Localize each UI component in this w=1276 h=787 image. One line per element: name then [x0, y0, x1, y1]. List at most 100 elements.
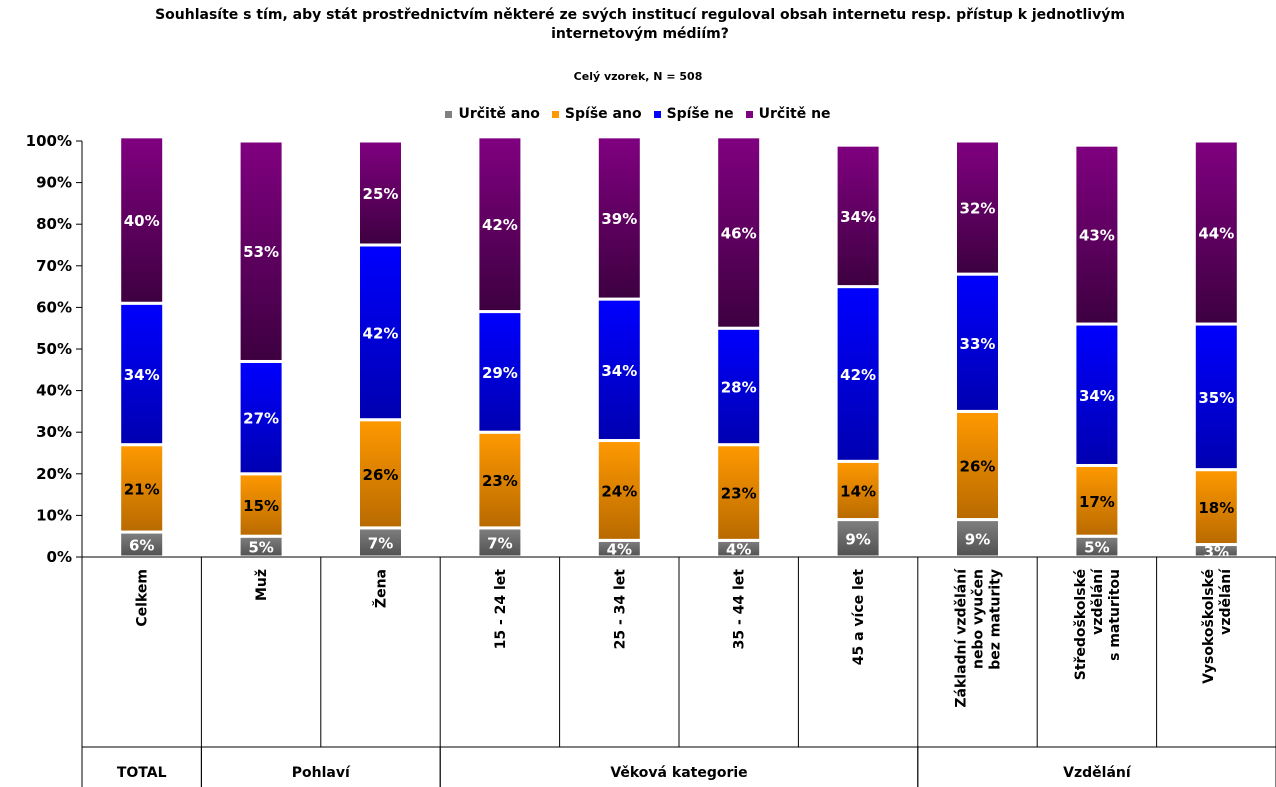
bar-segment [357, 526, 404, 559]
data-label: 42% [840, 366, 876, 384]
data-label: 27% [243, 410, 279, 428]
data-label: 15% [243, 497, 279, 515]
legend-swatch [551, 110, 559, 118]
bar-segment [1192, 139, 1240, 326]
bar-segment [954, 139, 1001, 276]
data-label: 40% [124, 212, 160, 230]
group-label: TOTAL [117, 765, 167, 781]
data-label: 34% [840, 208, 876, 226]
data-label: 42% [363, 324, 399, 342]
category-label: 45 a více let [851, 569, 867, 666]
bar-segment [237, 472, 285, 538]
data-label: 4% [607, 541, 632, 559]
y-tick-label: 30% [36, 423, 72, 441]
category-label: Vysokoškolské [1201, 569, 1217, 684]
bar-segment [834, 459, 882, 522]
legend-swatch [445, 110, 453, 118]
data-label: 5% [248, 539, 273, 557]
bar-segment [715, 326, 763, 447]
data-label: 34% [1079, 387, 1115, 405]
y-tick-label: 80% [36, 215, 72, 233]
bar-segment [357, 418, 404, 530]
legend-swatch [653, 110, 661, 118]
category-label: 15 - 24 let [493, 569, 509, 650]
data-label: 24% [601, 482, 637, 500]
bar-segment [1192, 322, 1240, 472]
category-label: s maturitou [1107, 569, 1123, 661]
data-label: 33% [960, 335, 996, 353]
legend-item: Spíše ne [653, 106, 734, 122]
y-tick-label: 50% [36, 340, 72, 358]
chart-title: Souhlasíte s tím, aby stát prostřednictv… [155, 7, 1125, 42]
category-label: vzdělání [1218, 568, 1234, 635]
y-tick-label: 40% [36, 382, 72, 400]
bar-segment [595, 135, 643, 301]
data-label: 4% [726, 541, 751, 559]
category-label: 25 - 34 let [612, 569, 628, 650]
bar-segment [357, 139, 404, 247]
data-label: 26% [960, 457, 996, 475]
bar-segment [834, 143, 882, 289]
data-label: 9% [965, 530, 990, 548]
bar-segment [237, 139, 285, 363]
legend-label: Určitě ne [758, 106, 831, 122]
chart-subtitle: Celý vzorek, N = 508 [573, 70, 703, 83]
group-label: Vzdělání [1063, 765, 1132, 781]
data-label: 18% [1198, 499, 1234, 517]
data-label: 23% [482, 472, 518, 490]
y-tick-label: 0% [47, 548, 72, 566]
legend-item: Spíše ano [551, 106, 642, 122]
data-label: 5% [1084, 539, 1109, 557]
data-label: 25% [363, 185, 399, 203]
category-label: nebo vyučen [971, 569, 987, 669]
data-label: 28% [721, 378, 757, 396]
data-label: 21% [124, 480, 160, 498]
category-label: vzdělání [1090, 568, 1106, 635]
y-tick-label: 60% [36, 298, 72, 316]
bar-segment [1073, 463, 1121, 538]
category-label: Muž [254, 569, 270, 601]
data-label: 35% [1198, 389, 1234, 407]
data-label: 6% [129, 537, 154, 555]
data-label: 3% [1204, 543, 1229, 561]
data-label: 42% [482, 216, 518, 234]
bar-segment [1073, 143, 1121, 326]
bar-segment [118, 301, 166, 447]
data-label: 46% [721, 225, 757, 243]
bar-segment [476, 135, 524, 314]
category-label: Základní vzdělání [954, 568, 970, 708]
y-tick-label: 10% [36, 506, 72, 524]
category-label: Celkem [135, 569, 151, 627]
data-label: 53% [243, 243, 279, 261]
data-label: 7% [487, 534, 512, 552]
y-tick-label: 20% [36, 465, 72, 483]
category-label: 35 - 44 let [732, 569, 748, 650]
data-label: 23% [721, 485, 757, 503]
data-label: 26% [363, 466, 399, 484]
category-label: bez maturity [988, 569, 1004, 670]
group-label: Pohlaví [292, 765, 351, 781]
data-label: 14% [840, 482, 876, 500]
bar-segment [357, 243, 404, 422]
y-tick-label: 90% [36, 174, 72, 192]
legend-item: Určitě ne [745, 106, 831, 122]
data-label: 29% [482, 364, 518, 382]
data-label: 32% [960, 200, 996, 218]
data-label: 39% [601, 210, 637, 228]
category-label: Středoškolské [1073, 569, 1089, 680]
y-tick-label: 70% [36, 257, 72, 275]
data-label: 34% [601, 362, 637, 380]
data-label: 7% [368, 534, 393, 552]
legend-swatch [745, 110, 753, 118]
data-label: 17% [1079, 493, 1115, 511]
data-label: 43% [1079, 227, 1115, 245]
legend-label: Spíše ano [564, 106, 642, 122]
category-label: Žena [373, 569, 390, 608]
bar-segment [118, 135, 166, 305]
data-label: 44% [1198, 225, 1234, 243]
legend: Určitě ano Spíše ano Spíše ne Určitě ne [0, 106, 1276, 122]
bar-segment [954, 272, 1001, 413]
bar-segment [715, 135, 763, 330]
legend-label: Spíše ne [666, 106, 734, 122]
